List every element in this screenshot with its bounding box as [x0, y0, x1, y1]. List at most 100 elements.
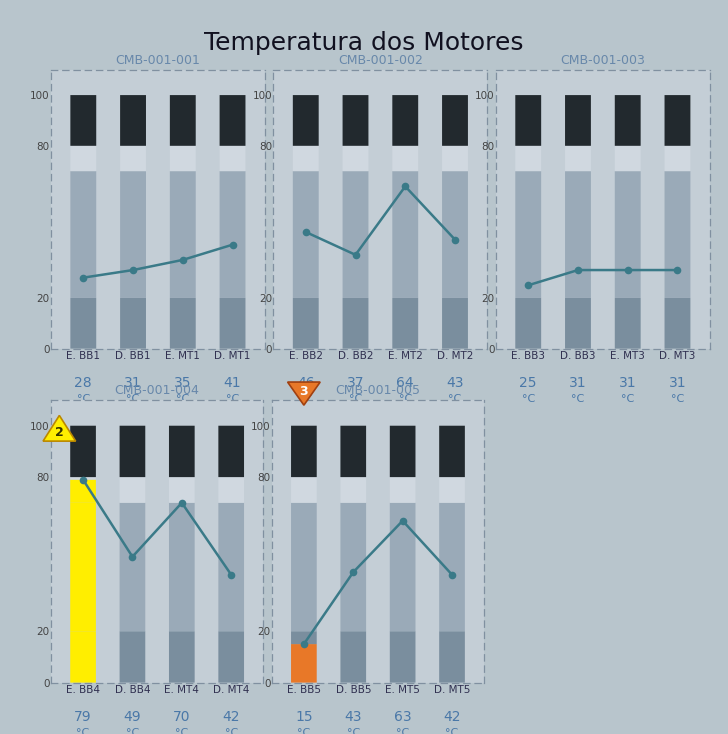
Text: °C: °C	[127, 394, 140, 404]
Text: 31: 31	[619, 377, 636, 390]
Bar	[614, 298, 641, 349]
Bar	[389, 477, 416, 503]
Bar	[389, 426, 416, 477]
Text: 3: 3	[299, 385, 308, 398]
Bar	[515, 298, 541, 349]
Bar	[218, 631, 244, 683]
Bar	[70, 480, 96, 503]
Bar	[169, 426, 194, 477]
Bar	[220, 146, 245, 171]
Bar	[343, 146, 368, 171]
Bar	[170, 171, 196, 298]
Text: °C: °C	[396, 728, 409, 734]
Text: °C: °C	[175, 728, 189, 734]
Text: 28: 28	[74, 377, 92, 390]
Bar	[293, 171, 319, 298]
Text: °C: °C	[349, 394, 362, 404]
Bar	[343, 95, 368, 146]
Bar	[119, 426, 146, 477]
Text: °C: °C	[226, 394, 240, 404]
Bar	[439, 426, 465, 477]
Text: 2: 2	[55, 426, 64, 439]
Title: CMB-001-003: CMB-001-003	[561, 54, 645, 68]
Bar	[170, 298, 196, 349]
Bar	[220, 171, 245, 298]
Bar	[565, 171, 591, 298]
Text: 41: 41	[223, 377, 242, 390]
Text: 31: 31	[569, 377, 587, 390]
Bar	[442, 95, 468, 146]
Bar	[565, 146, 591, 171]
Bar	[515, 171, 541, 298]
Bar	[169, 477, 194, 503]
Bar	[291, 503, 317, 631]
Bar	[119, 503, 146, 631]
Bar	[442, 171, 468, 298]
Bar	[665, 146, 690, 171]
Bar	[220, 95, 245, 146]
Text: °C: °C	[176, 394, 189, 404]
Bar	[291, 644, 317, 683]
Bar	[614, 171, 641, 298]
Bar	[343, 298, 368, 349]
Bar	[442, 146, 468, 171]
Text: 49: 49	[124, 711, 141, 724]
Text: °C: °C	[76, 728, 90, 734]
Bar	[291, 426, 317, 477]
Bar	[565, 95, 591, 146]
Title: CMB-001-005: CMB-001-005	[336, 385, 421, 398]
Bar	[341, 631, 366, 683]
Text: °C: °C	[399, 394, 412, 404]
Bar	[392, 95, 418, 146]
Text: °C: °C	[297, 728, 311, 734]
Text: Temperatura dos Motores: Temperatura dos Motores	[205, 31, 523, 55]
Bar	[169, 631, 194, 683]
Bar	[665, 298, 690, 349]
Bar	[291, 631, 317, 644]
Bar	[515, 95, 541, 146]
Bar	[293, 146, 319, 171]
Bar	[442, 298, 468, 349]
Text: 63: 63	[394, 711, 411, 724]
Bar	[293, 298, 319, 349]
Bar	[665, 171, 690, 298]
Text: 15: 15	[295, 711, 313, 724]
Bar	[614, 95, 641, 146]
Bar	[169, 503, 194, 631]
Text: °C: °C	[76, 394, 90, 404]
Text: °C: °C	[347, 728, 360, 734]
Bar	[71, 146, 96, 171]
Bar	[218, 426, 244, 477]
Bar	[119, 631, 146, 683]
Bar	[293, 95, 319, 146]
Bar	[439, 631, 465, 683]
Text: °C: °C	[448, 394, 462, 404]
Bar	[665, 95, 690, 146]
Text: 79: 79	[74, 711, 92, 724]
Bar	[119, 477, 146, 503]
Text: 25: 25	[520, 377, 537, 390]
Polygon shape	[288, 382, 320, 405]
Bar	[389, 503, 416, 631]
Bar	[120, 171, 146, 298]
Bar	[220, 298, 245, 349]
Bar	[341, 477, 366, 503]
Bar	[614, 146, 641, 171]
Bar	[392, 171, 418, 298]
Text: 31: 31	[668, 377, 687, 390]
Bar	[170, 146, 196, 171]
Bar	[389, 631, 416, 683]
Text: °C: °C	[670, 394, 684, 404]
Text: 46: 46	[297, 377, 314, 390]
Text: 35: 35	[174, 377, 191, 390]
Bar	[291, 477, 317, 503]
Text: 43: 43	[446, 377, 464, 390]
Bar	[170, 95, 196, 146]
Text: 42: 42	[443, 711, 461, 724]
Bar	[71, 171, 96, 298]
Text: 43: 43	[344, 711, 362, 724]
Bar	[565, 298, 591, 349]
Bar	[218, 503, 244, 631]
Bar	[439, 477, 465, 503]
Bar	[71, 298, 96, 349]
